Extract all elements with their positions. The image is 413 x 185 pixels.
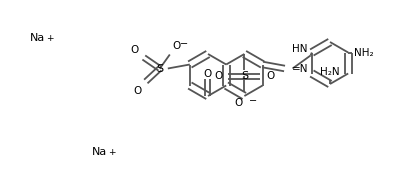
Text: O: O <box>214 71 222 81</box>
Text: NH₂: NH₂ <box>354 48 373 58</box>
Text: O: O <box>266 71 274 81</box>
Text: −: − <box>179 38 188 48</box>
Text: O: O <box>172 41 180 51</box>
Text: O: O <box>130 45 138 55</box>
Text: S: S <box>156 63 163 73</box>
Text: =N: =N <box>291 65 307 75</box>
Text: +: + <box>46 34 53 43</box>
Text: −: − <box>249 96 257 106</box>
Text: O: O <box>133 85 142 95</box>
Text: Na: Na <box>30 33 45 43</box>
Text: O: O <box>234 98 242 108</box>
Text: Na: Na <box>92 147 107 157</box>
Text: S: S <box>240 71 247 81</box>
Text: O: O <box>203 69 211 79</box>
Text: +: + <box>108 148 115 157</box>
Text: HN: HN <box>291 45 307 55</box>
Text: H₂N: H₂N <box>319 67 339 77</box>
